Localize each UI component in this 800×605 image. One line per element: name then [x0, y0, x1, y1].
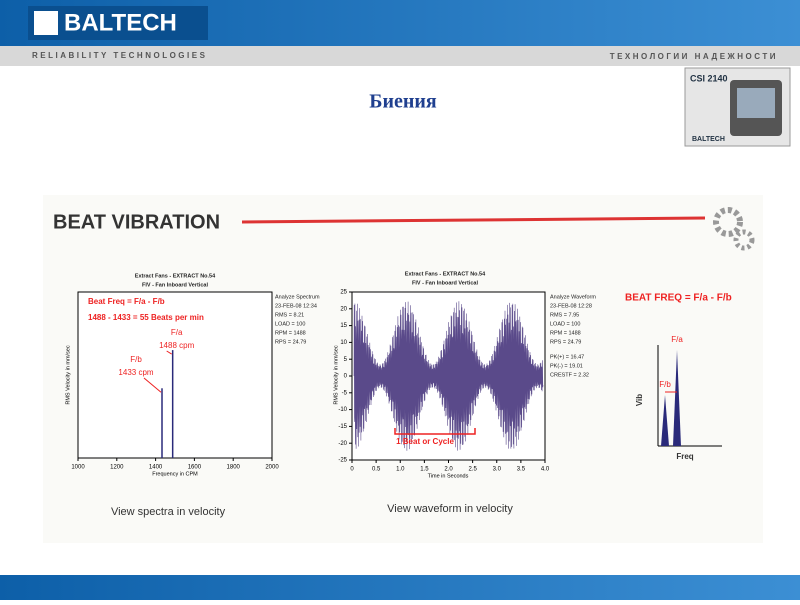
page-title: Биения	[369, 91, 437, 113]
info-line: Extract Fans - EXTRACT No.54	[135, 273, 216, 279]
device-brand: BALTECH	[692, 136, 725, 143]
info-line: Analyze Spectrum	[275, 294, 320, 300]
x-tick-label: 0	[350, 467, 354, 473]
x-tick-label: 2.0	[444, 467, 453, 473]
waveform-trace	[353, 301, 544, 451]
beat-annotation: 1 Beat or Cycle	[396, 437, 454, 446]
y-tick-label: -10	[338, 407, 347, 413]
info-line: RPS = 24.79	[550, 339, 581, 345]
device-screen	[737, 88, 775, 118]
info-line: RMS = 7.95	[550, 312, 579, 318]
peak-freq: 1433 cpm	[118, 368, 153, 377]
caption: View waveform in velocity	[387, 503, 513, 515]
info-line: RPM = 1488	[550, 330, 581, 336]
schematic-peak	[661, 395, 669, 446]
info-line: RPS = 24.79	[275, 339, 306, 345]
logo-icon	[34, 11, 58, 35]
heading-rule	[241, 216, 706, 224]
peak-freq: 1488 cpm	[159, 341, 194, 350]
caption: View spectra in velocity	[111, 506, 226, 518]
arrow	[166, 350, 172, 355]
device-label: CSI 2140	[690, 73, 728, 83]
info-line: CRESTF = 2.32	[550, 372, 589, 378]
x-tick-label: 0.5	[372, 467, 381, 473]
info-line: 23-FEB-08 12:34	[275, 303, 317, 309]
x-tick-label: 1800	[227, 465, 241, 471]
peak-name: F/b	[130, 355, 142, 364]
y-tick-label: 25	[340, 290, 347, 296]
y-axis-label: RMS Velocity in mm/sec	[333, 345, 339, 405]
y-tick-label: 20	[340, 306, 347, 312]
x-axis-label: Time in Seconds	[428, 473, 469, 479]
beat-formula: Beat Freq = F/a - F/b	[88, 297, 165, 306]
axis-label: Vib	[635, 394, 644, 406]
slide-heading: BEAT VIBRATION	[53, 211, 220, 233]
info-line: FIV - Fan Inboard Vertical	[412, 280, 478, 286]
footer-bar	[0, 575, 800, 600]
x-tick-label: 4.0	[541, 467, 550, 473]
brand: BALTECH	[64, 9, 177, 36]
info-line: PK(+) = 16.47	[550, 354, 584, 360]
axis-label: Freq	[676, 452, 693, 461]
y-tick-label: 15	[340, 323, 347, 329]
x-tick-label: 3.0	[493, 467, 502, 473]
y-axis-label: RMS Velocity in mm/sec	[65, 345, 71, 405]
y-tick-label: -20	[338, 441, 347, 447]
info-line: FIV - Fan Inboard Vertical	[142, 282, 208, 288]
gear	[733, 229, 755, 251]
beat-bracket	[394, 428, 476, 435]
info-line: 23-FEB-08 12:28	[550, 303, 592, 309]
y-tick-label: -5	[342, 390, 348, 396]
peak-name: F/a	[171, 328, 183, 337]
x-tick-label: 1200	[110, 465, 124, 471]
gear	[713, 207, 743, 237]
peak-label: F/a	[671, 335, 683, 344]
schematic-formula: BEAT FREQ = F/a - F/b	[625, 293, 732, 304]
beat-calc: 1488 - 1433 = 55 Beats per min	[88, 313, 204, 322]
y-tick-label: -15	[338, 424, 347, 430]
info-line: RPM = 1488	[275, 330, 306, 336]
x-tick-label: 3.5	[517, 467, 526, 473]
x-tick-label: 2000	[265, 465, 279, 471]
x-tick-label: 1.0	[396, 467, 405, 473]
peak-label: F/b	[659, 380, 671, 389]
x-axis-label: Frequency in CPM	[152, 471, 198, 477]
y-tick-label: 0	[344, 374, 348, 380]
x-tick-label: 1.5	[420, 467, 429, 473]
schematic-peak	[673, 350, 681, 446]
info-line: RMS = 8.21	[275, 312, 304, 318]
x-tick-label: 1400	[149, 465, 163, 471]
x-tick-label: 2.5	[468, 467, 477, 473]
y-tick-label: 5	[344, 357, 348, 363]
tagline-left: RELIABILITY TECHNOLOGIES	[32, 51, 207, 60]
info-line: LOAD = 100	[550, 321, 580, 327]
plot-frame	[77, 291, 273, 459]
info-line: Analyze Waveform	[550, 294, 596, 300]
y-tick-label: 10	[340, 340, 347, 346]
arrow	[143, 377, 162, 393]
y-tick-label: -25	[338, 458, 347, 464]
tagline-right: ТЕХНОЛОГИИ НАДЕЖНОСТИ	[610, 52, 778, 61]
x-tick-label: 1000	[71, 465, 85, 471]
info-line: Extract Fans - EXTRACT No.54	[405, 271, 486, 277]
tagline-bar	[0, 46, 800, 66]
info-line: PK(-) = 19.01	[550, 363, 583, 369]
info-line: LOAD = 100	[275, 321, 305, 327]
x-tick-label: 1600	[188, 465, 202, 471]
